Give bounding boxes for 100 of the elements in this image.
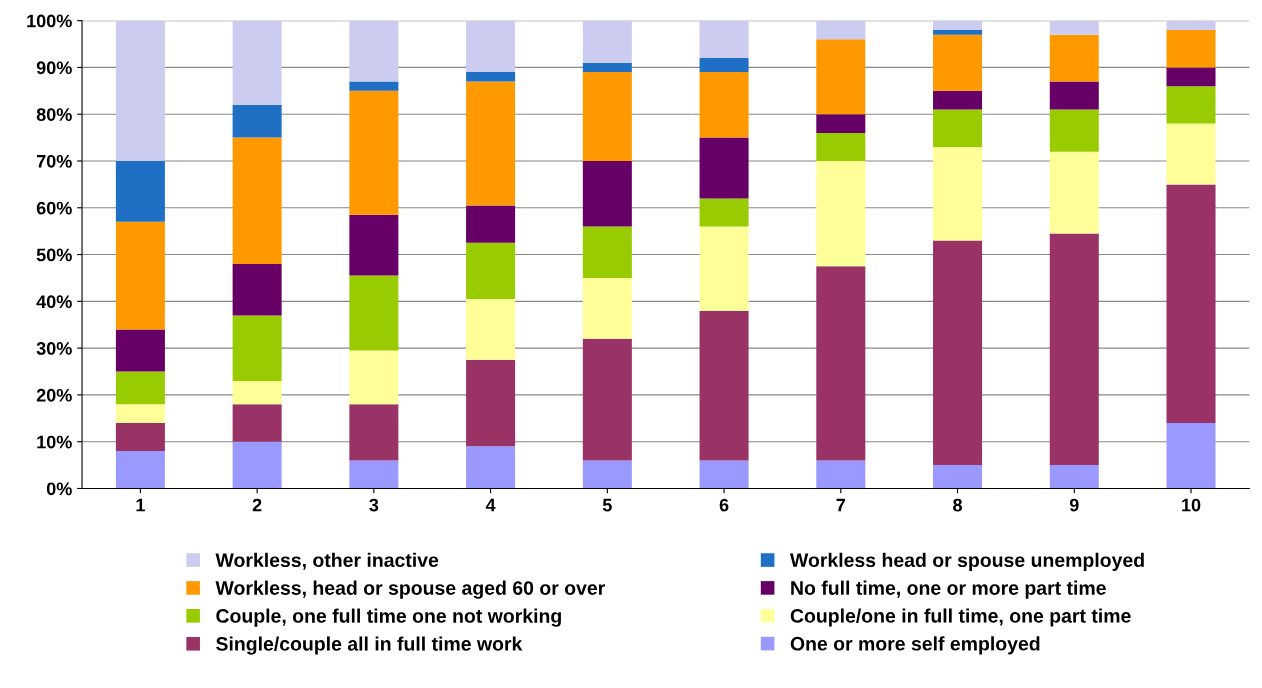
- bar: [933, 34, 983, 91]
- bar: [582, 226, 632, 278]
- bar: [933, 109, 983, 147]
- x-tick-label: 2: [252, 498, 262, 512]
- x-tick-label: 4: [485, 498, 496, 512]
- bar: [466, 72, 516, 82]
- bar: [1166, 30, 1216, 68]
- legend-label: Workless, head or spouse aged 60 or over: [215, 580, 605, 599]
- y-tick-label: 30%: [36, 342, 72, 355]
- bar: [232, 104, 282, 138]
- bar: [933, 465, 983, 489]
- bar: [816, 266, 866, 461]
- bar: [699, 460, 749, 489]
- bar: [349, 275, 399, 351]
- bar: [1049, 109, 1099, 152]
- bar: [582, 62, 632, 73]
- bar: [466, 359, 516, 447]
- y-tick-label: 100%: [27, 14, 72, 28]
- bar: [699, 58, 749, 73]
- bar: [1166, 67, 1216, 87]
- bar: [232, 20, 282, 105]
- bar: [349, 81, 399, 91]
- legend-label: One or more self employed: [790, 636, 1040, 655]
- bar: [466, 81, 516, 206]
- x-tick-label: 7: [836, 498, 846, 512]
- y-tick-label: 10%: [37, 435, 72, 449]
- bar: [699, 20, 749, 59]
- bar: [466, 299, 516, 360]
- x-tick-label: 10: [1182, 498, 1201, 512]
- bar: [349, 404, 399, 461]
- bar: [115, 20, 165, 161]
- bar: [582, 160, 632, 227]
- bar: [232, 315, 282, 381]
- y-tick-label: 0%: [46, 482, 72, 496]
- legend-label: Workless head or spouse unemployed: [789, 552, 1144, 571]
- bar: [699, 72, 749, 138]
- bar: [816, 132, 866, 161]
- bar: [582, 460, 632, 489]
- y-tick-label: 90%: [36, 61, 72, 75]
- bar: [232, 263, 282, 316]
- bar: [1166, 184, 1216, 423]
- bar: [1166, 20, 1216, 30]
- bar: [115, 371, 165, 405]
- y-tick-label: 70%: [36, 154, 72, 168]
- y-tick-label: 50%: [36, 248, 72, 262]
- bar: [232, 441, 282, 489]
- bar: [232, 137, 282, 264]
- y-tick-label: 40%: [36, 295, 72, 309]
- bar: [816, 460, 866, 489]
- bar: [1049, 81, 1099, 110]
- bar: [115, 422, 165, 452]
- bar: [1049, 465, 1099, 489]
- bar: [816, 160, 866, 267]
- x-tick-label: 1: [136, 498, 145, 512]
- bar: [115, 451, 165, 489]
- bar: [466, 446, 516, 489]
- x-tick-label: 3: [369, 498, 379, 512]
- bar: [1049, 233, 1099, 466]
- bar: [466, 20, 516, 73]
- legend-label: Couple, one full time one not working: [216, 608, 561, 627]
- bar: [582, 20, 632, 63]
- bar: [933, 240, 983, 466]
- bar: [933, 20, 983, 30]
- bar: [115, 221, 165, 330]
- y-tick-label: 20%: [36, 388, 72, 402]
- bar: [349, 350, 399, 405]
- bar: [232, 380, 282, 405]
- bar: [349, 214, 399, 276]
- bar: [582, 72, 632, 161]
- bar: [466, 242, 516, 299]
- bar: [349, 90, 399, 215]
- bar: [349, 20, 399, 82]
- bar: [699, 226, 749, 311]
- bar: [582, 338, 632, 461]
- bar: [1166, 123, 1216, 185]
- bar: [1049, 20, 1099, 35]
- bar: [933, 30, 983, 35]
- bar: [1166, 422, 1216, 489]
- x-tick-label: 6: [719, 498, 729, 512]
- bar: [933, 146, 983, 241]
- x-tick-label: 9: [1069, 498, 1079, 512]
- legend-label: No full time, one or more part time: [791, 580, 1106, 599]
- bar: [699, 198, 749, 227]
- y-tick-label: 60%: [36, 201, 72, 215]
- bar: [115, 160, 165, 222]
- legend-label: Single/couple all in full time work: [216, 636, 523, 655]
- legend-label: Workless, other inactive: [215, 552, 439, 570]
- bar: [816, 39, 866, 115]
- bar: [699, 310, 749, 461]
- bar: [1166, 86, 1216, 124]
- bar: [115, 404, 165, 423]
- x-tick-label: 8: [953, 498, 963, 512]
- x-tick-label: 5: [602, 498, 612, 512]
- bar: [816, 114, 866, 133]
- bar: [232, 404, 282, 442]
- bar: [115, 329, 165, 372]
- bar: [1049, 151, 1099, 234]
- bar: [1049, 34, 1099, 82]
- bar: [582, 277, 632, 339]
- bar: [349, 460, 399, 489]
